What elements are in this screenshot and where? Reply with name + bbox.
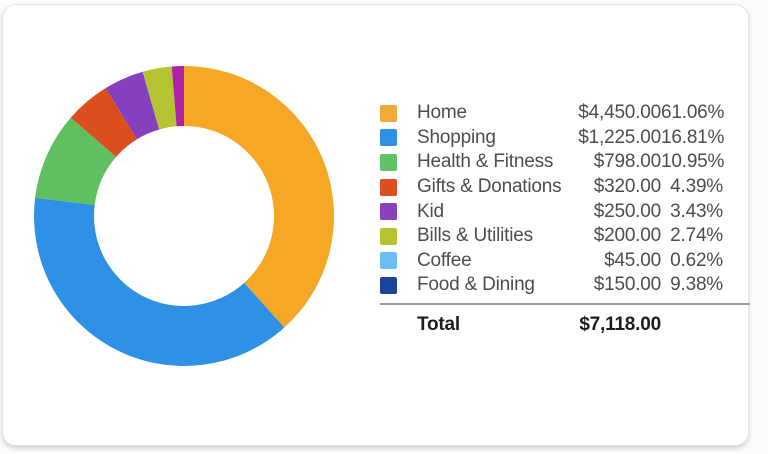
category-color-swatch [380, 178, 397, 196]
category-label: Kid [417, 200, 444, 222]
total-amount: $7,118.00 [579, 313, 661, 335]
category-color-swatch [380, 203, 397, 221]
category-label: Coffee [417, 249, 472, 271]
legend-row: Kid $250.00 3.43% [380, 199, 750, 224]
category-color-swatch [380, 104, 397, 122]
category-amount: $250.00 [593, 200, 661, 222]
donut-chart-svg [34, 66, 334, 366]
category-label: Bills & Utilities [417, 225, 533, 247]
category-amount: $150.00 [593, 274, 661, 296]
legend-row: Health & Fitness $798.00 10.95% [380, 150, 750, 175]
legend-row: Home $4,450.00 61.06% [380, 101, 750, 126]
donut-segment-bills-utilities [142, 66, 177, 130]
category-label: Food & Dining [417, 274, 535, 296]
donut-segment-health-fitness [35, 117, 117, 206]
category-percent: 10.95% [661, 151, 725, 173]
category-amount: $4,450.00 [578, 102, 661, 124]
category-percent: 61.06% [661, 102, 725, 124]
category-label: Health & Fitness [417, 151, 554, 173]
category-percent: 16.81% [661, 126, 725, 148]
total-label: Total [417, 313, 460, 335]
category-color-swatch [380, 252, 397, 270]
category-percent: 2.74% [670, 225, 723, 247]
category-amount: $320.00 [593, 176, 661, 198]
category-color-swatch [380, 129, 397, 147]
category-amount: $45.00 [604, 249, 661, 271]
total-separator-line [380, 302, 750, 305]
category-percent: 0.62% [670, 249, 723, 271]
donut-segment-gifts-donations [70, 88, 137, 157]
donut-segment-shopping [34, 197, 285, 366]
donut-chart [34, 66, 334, 366]
category-color-swatch [380, 276, 397, 294]
total-row: Total $7,118.00 [380, 307, 750, 343]
category-percent: 3.43% [670, 200, 723, 222]
category-amount: $798.00 [593, 151, 661, 173]
legend-row: Bills & Utilities $200.00 2.74% [380, 224, 750, 249]
category-legend-table: Home $4,450.00 61.06% Shopping $1,225.00… [380, 101, 750, 343]
category-percent: 9.38% [670, 274, 723, 296]
donut-segment-kid [105, 71, 160, 140]
category-amount: $1,225.00 [578, 126, 661, 148]
legend-row: Shopping $1,225.00 16.81% [380, 126, 750, 151]
category-percent: 4.39% [670, 176, 723, 198]
category-label: Gifts & Donations [417, 176, 562, 198]
category-color-swatch [380, 227, 397, 245]
category-label: Shopping [417, 126, 496, 148]
donut-segment-other [171, 66, 184, 127]
legend-row: Coffee $45.00 0.62% [380, 249, 750, 274]
legend-row: Gifts & Donations $320.00 4.39% [380, 175, 750, 200]
donut-segment-home [184, 66, 334, 328]
category-label: Home [417, 102, 467, 124]
category-amount: $200.00 [593, 225, 661, 247]
category-color-swatch [380, 153, 397, 171]
legend-row: Food & Dining $150.00 9.38% [380, 273, 750, 298]
